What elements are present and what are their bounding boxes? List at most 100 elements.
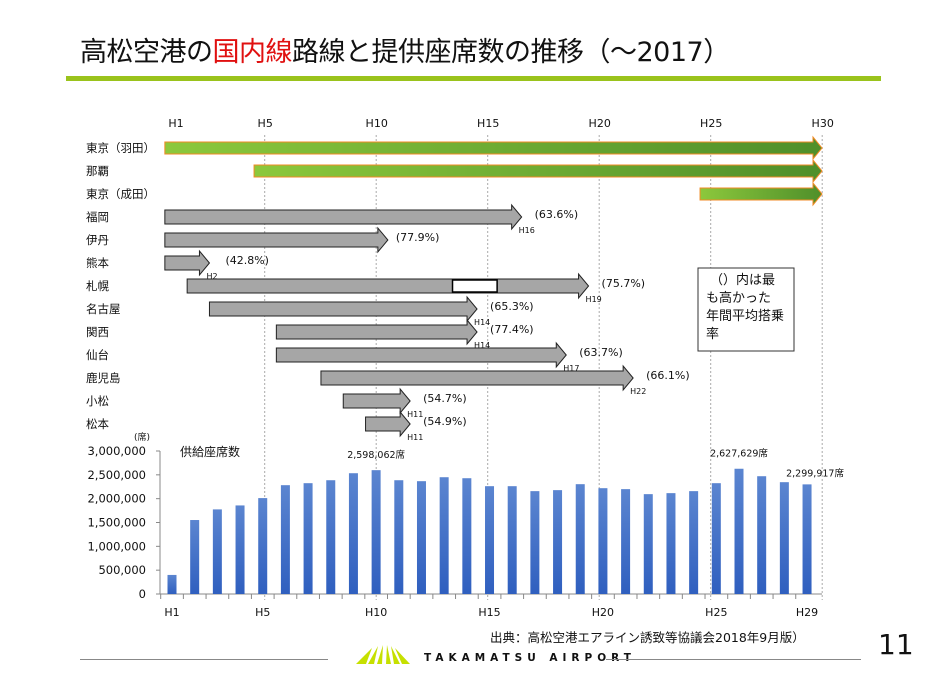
route-name: 熊本 (86, 256, 109, 270)
ended-route-arrow (275, 318, 478, 346)
timeline-tick-label: H30 (812, 117, 834, 130)
timeline-tick-label: H25 (700, 117, 722, 130)
route-load-factor: (42.8%) (225, 254, 269, 267)
active-route-arrow (164, 135, 823, 161)
y-tick-label: 0 (139, 587, 146, 601)
timeline-tick-label: H20 (589, 117, 611, 130)
seat-bar-H28 (779, 482, 789, 594)
seat-bar-H21 (621, 489, 631, 594)
bar-data-label: 2,299,917席 (786, 467, 844, 479)
route-load-factor: (77.9%) (396, 231, 440, 244)
title-suffix: 路線と提供座席数の推移（～2017） (292, 37, 730, 68)
seat-bar-H22 (643, 494, 653, 594)
seat-bar-H11 (394, 480, 404, 594)
route-name: 那覇 (86, 164, 109, 178)
route-load-factor: (63.6%) (535, 208, 579, 221)
ended-route-arrow (164, 203, 523, 231)
seat-bar-chart: (席) 供給座席数 0 500,000 1,000,000 1,500,000 2,000,… (87, 431, 844, 619)
seat-bar-H24 (689, 491, 699, 594)
x-tick-label: H10 (365, 606, 387, 619)
route-load-factor: (54.7%) (423, 392, 467, 405)
y-tick-label: 2,000,000 (87, 492, 146, 506)
timeline-tick-label: H1 (168, 117, 183, 130)
seat-bar-H19 (575, 484, 585, 594)
seat-bar-H25 (711, 483, 721, 594)
y-axis-unit: (席) (134, 431, 150, 443)
y-tick-label: 500,000 (98, 563, 146, 577)
seat-bar-H7 (303, 483, 313, 594)
seat-bar-H6 (280, 485, 290, 594)
y-tick-label: 3,000,000 (87, 444, 146, 458)
seat-bar-H26 (734, 468, 744, 594)
route-name: 小松 (86, 394, 109, 408)
x-tick-label: H15 (478, 606, 500, 619)
seat-bar-H27 (757, 476, 767, 594)
active-route-arrow (253, 158, 823, 184)
seat-bar-H2 (190, 520, 200, 594)
title-highlight: 国内線 (212, 37, 293, 68)
route-name: 伊丹 (86, 233, 109, 247)
route-end-year: H11 (407, 433, 423, 442)
route-name: 名古屋 (86, 302, 121, 316)
footer-rule-right (606, 659, 861, 660)
y-tick-label: 1,500,000 (87, 516, 146, 530)
route-load-factor: (75.7%) (602, 277, 646, 290)
route-end-year: H17 (563, 364, 579, 373)
route-load-factor: (66.1%) (646, 369, 690, 382)
route-name: 鹿児島 (86, 371, 121, 385)
y-tick-label: 2,500,000 (87, 468, 146, 482)
route-name: 東京（羽田） (86, 141, 155, 155)
x-tick-label: H5 (255, 606, 270, 619)
ended-route-arrow (365, 410, 411, 438)
route-load-factor: (65.3%) (490, 300, 534, 313)
seat-bar-H15 (485, 486, 495, 594)
route-name: 松本 (86, 417, 109, 431)
timeline-tick-label: H5 (258, 117, 273, 130)
footer-rule-left (80, 659, 328, 660)
route-load-factor: (77.4%) (490, 323, 534, 336)
note-box (697, 267, 795, 352)
route-end-year: H2 (206, 272, 217, 281)
route-end-year: H11 (407, 410, 423, 419)
x-tick-label: H20 (592, 606, 614, 619)
seat-bar-H23 (666, 493, 676, 594)
route-end-year: H14 (474, 341, 490, 350)
bar-data-label: 2,598,062席 (347, 449, 405, 461)
seat-bar-H8 (326, 480, 336, 594)
route-name: 仙台 (86, 348, 109, 362)
seat-bar-H4 (235, 505, 245, 594)
page-title: 高松空港の国内線路線と提供座席数の推移（～2017） (80, 30, 730, 69)
route-end-year: H16 (519, 226, 535, 235)
title-prefix: 高松空港の (80, 37, 213, 68)
suspended-period-box (451, 279, 498, 293)
ended-route-arrow (320, 364, 634, 392)
route-name: 札幌 (86, 279, 109, 293)
ended-route-arrow (164, 226, 389, 254)
seat-bar-H3 (212, 509, 222, 594)
seat-bar-H5 (258, 498, 268, 594)
seat-bar-H16 (507, 486, 517, 594)
ended-route-arrow (208, 295, 478, 323)
seat-bar-H1 (167, 574, 177, 594)
seat-bar-H10 (371, 470, 381, 594)
logo-text: TAKAMATSU AIRPORT (424, 652, 636, 664)
route-name: 福岡 (86, 210, 109, 224)
route-end-year: H19 (586, 295, 602, 304)
title-underline (66, 76, 881, 81)
x-tick-label: H29 (796, 606, 818, 619)
seat-bar-H9 (348, 473, 358, 594)
x-tick-label: H25 (705, 606, 727, 619)
route-timeline: H1 H5 H10 H15 H20 H25 H30東京（羽田）那覇東京（成田）福岡H16(6… (86, 117, 834, 600)
x-tick-label: H1 (164, 606, 179, 619)
route-load-factor: (54.9%) (423, 415, 467, 428)
route-name: 関西 (86, 325, 109, 339)
ended-route-arrow (186, 272, 590, 300)
ended-route-arrow (342, 387, 411, 415)
bar-chart-title: 供給座席数 (180, 444, 240, 459)
note-text: （）内は最も高かった年間平均搭乗率 (706, 272, 784, 342)
route-name: 東京（成田） (86, 187, 155, 201)
timeline-tick-label: H10 (366, 117, 388, 130)
seat-bar-H14 (462, 478, 472, 594)
